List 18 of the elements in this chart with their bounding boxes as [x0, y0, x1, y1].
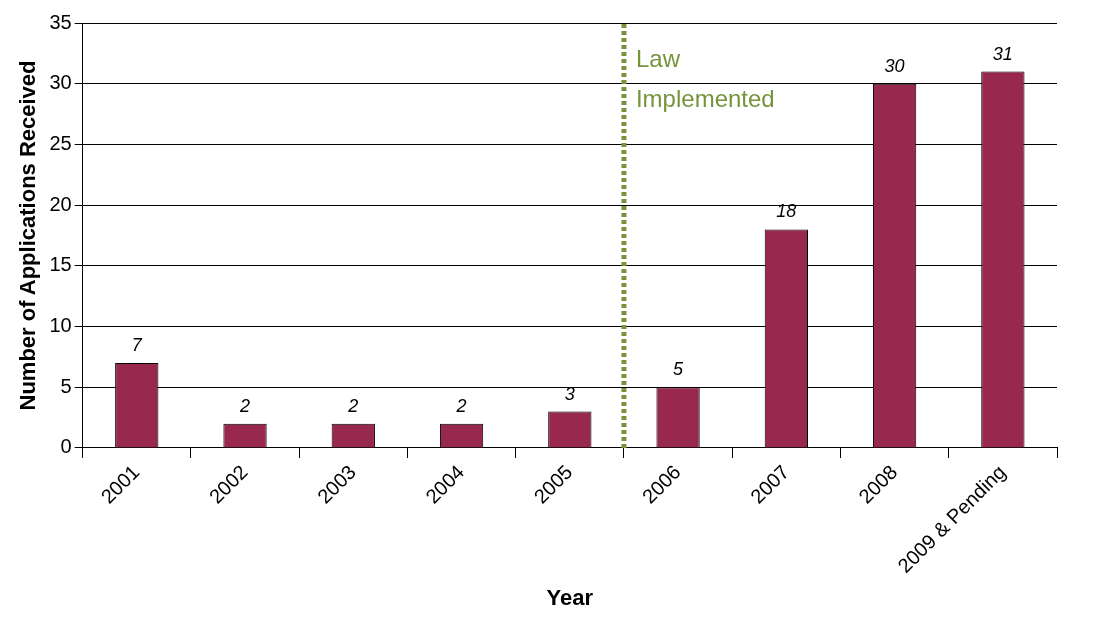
data-label: 30: [884, 55, 905, 76]
y-tick-label: 35: [49, 10, 72, 33]
y-tick-label: 20: [49, 192, 72, 215]
y-tick-label: 5: [60, 374, 72, 397]
y-tick-label: 0: [60, 435, 72, 458]
ref-line-label: Law Implemented: [635, 44, 775, 112]
x-axis-title: Year: [546, 584, 594, 610]
data-label: 2: [347, 395, 359, 416]
data-label: 7: [131, 334, 143, 355]
y-tick-label: 30: [49, 71, 72, 94]
data-label: 2: [239, 395, 251, 416]
data-label: 5: [673, 359, 685, 380]
data-label: 2: [455, 395, 467, 416]
data-label: 31: [992, 43, 1013, 64]
y-tick-label: 15: [49, 253, 72, 276]
y-tick-label: 10: [49, 314, 72, 337]
y-tick-label: 25: [49, 131, 72, 154]
y-axis-title: Number of Applications Received: [15, 60, 41, 411]
